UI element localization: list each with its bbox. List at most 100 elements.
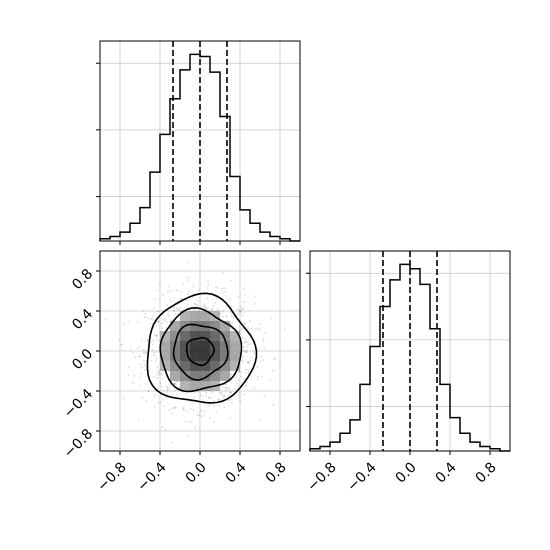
scatter-point [192,305,195,308]
density-cell [230,351,240,361]
scatter-point [246,327,249,329]
scatter-point [264,332,266,334]
scatter-point [239,329,241,331]
scatter-point [243,311,246,314]
scatter-point [143,316,146,319]
scatter-point [156,338,159,341]
scatter-point [155,357,158,360]
scatter-point [142,352,145,354]
density-cell [200,351,210,361]
density-cell [210,361,220,371]
scatter-point [198,390,201,393]
scatter-point [210,391,213,394]
scatter-point [173,382,176,384]
scatter-point [208,404,211,407]
scatter-point [218,404,221,407]
scatter-point [237,312,240,315]
scatter-point [215,297,218,300]
scatter-point [176,308,178,310]
scatter-point [232,315,235,318]
scatter-point [246,361,249,364]
scatter-point [245,350,248,352]
scatter-point [145,383,147,385]
density-cell [200,361,210,371]
density-cell [210,331,220,341]
scatter-point [183,409,185,412]
density-cell [180,381,190,391]
scatter-point [225,383,228,386]
scatter-point [140,338,143,341]
density-cell [200,341,210,351]
panel-joint-ticks [96,270,281,455]
scatter-point [245,349,248,352]
scatter-point [122,322,124,325]
scatter-point [199,393,202,396]
panel-marginal-x-frame [99,40,301,242]
scatter-point [186,410,189,412]
scatter-point [141,396,144,399]
scatter-point [241,308,244,310]
scatter-point [105,318,107,321]
scatter-point [169,299,172,302]
scatter-point [154,351,157,353]
scatter-point [207,307,209,309]
scatter-point [234,327,237,330]
scatter-point [218,391,221,394]
scatter-point [245,351,248,354]
scatter-point [247,369,250,372]
scatter-point [139,376,142,379]
scatter-point [138,384,141,387]
scatter-point [240,306,243,308]
scatter-point [210,309,213,311]
scatter-point [156,374,158,376]
scatter-point [258,327,261,330]
scatter-point [160,401,163,403]
density-cell [190,341,200,351]
joint-contours [146,292,258,404]
scatter-point [201,395,204,398]
x-tick-label: 0.0 [393,459,420,486]
scatter-point [204,410,207,413]
scatter-point [158,369,161,372]
density-cell [190,311,200,321]
scatter-point [160,386,163,388]
x-tick-label: −0.8 [94,459,129,494]
scatter-point [144,312,147,315]
density-cell [220,351,230,361]
scatter-point [143,351,146,354]
scatter-point [254,303,257,305]
scatter-point [167,312,169,315]
x-tick-label: 0.4 [433,459,460,486]
scatter-point [142,359,145,362]
scatter-point [137,321,140,323]
scatter-point [188,290,191,293]
marginal-y-x-tick-labels: −0.8 −0.4 0.0 0.4 0.8 [304,459,499,494]
scatter-point [240,375,243,378]
joint-x-tick-labels: −0.8 −0.4 0.0 0.4 0.8 [94,459,289,494]
density-cell [230,331,240,341]
density-cell [180,311,190,321]
density-cell [170,351,180,361]
scatter-point [244,338,246,340]
scatter-point [260,375,263,378]
scatter-point [243,393,246,396]
scatter-point [205,391,208,394]
scatter-point [197,289,200,291]
scatter-point [174,312,177,315]
scatter-point [245,371,248,374]
scatter-point [156,321,159,323]
scatter-point [186,299,188,301]
scatter-point [229,391,232,394]
scatter-point [187,292,189,295]
scatter-point [244,322,246,325]
scatter-point [161,322,164,324]
scatter-point [145,400,148,402]
y-tick-label: −0.4 [61,386,96,421]
scatter-point [196,414,199,417]
scatter-point [269,317,272,320]
scatter-point [152,351,155,354]
x-tick-label: −0.4 [344,459,379,494]
density-cell [190,351,200,361]
scatter-point [155,334,158,337]
scatter-point [162,389,165,391]
